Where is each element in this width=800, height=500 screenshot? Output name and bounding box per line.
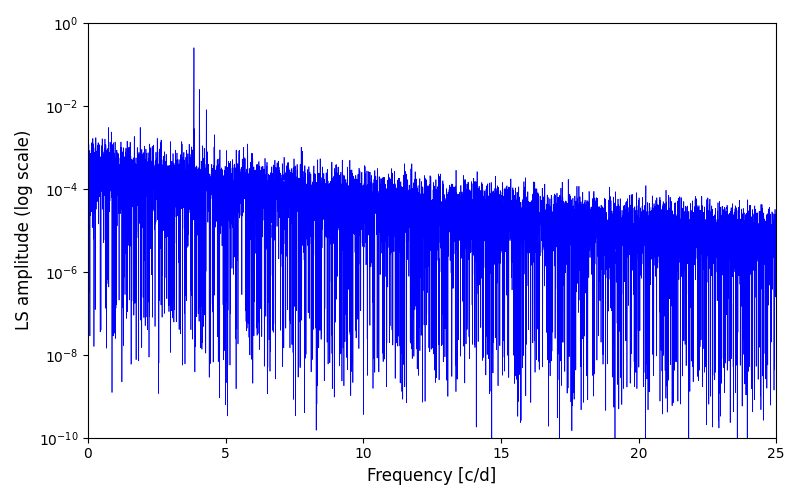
- X-axis label: Frequency [c/d]: Frequency [c/d]: [367, 467, 497, 485]
- Y-axis label: LS amplitude (log scale): LS amplitude (log scale): [15, 130, 33, 330]
